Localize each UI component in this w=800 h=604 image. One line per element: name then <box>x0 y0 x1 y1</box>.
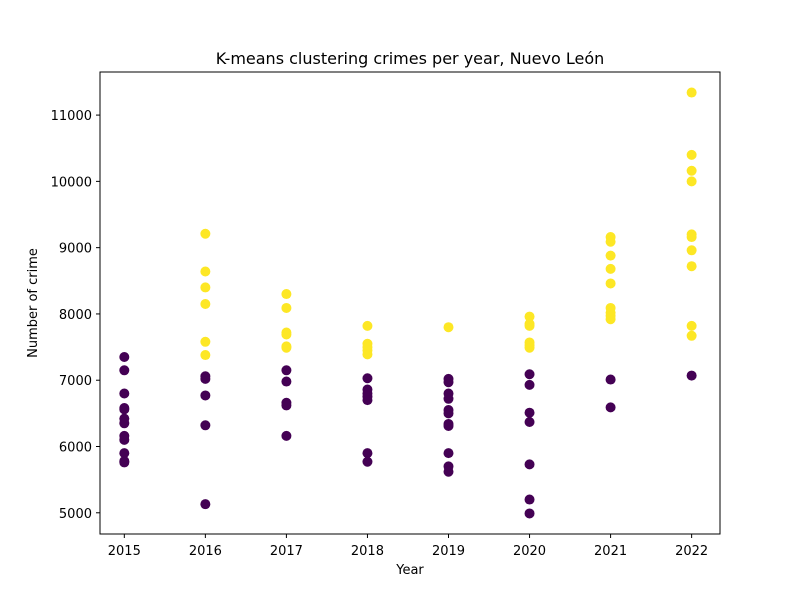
data-point-cluster-0-15 <box>200 420 211 431</box>
data-point-cluster-1-32 <box>605 314 616 325</box>
data-point-cluster-1-0 <box>200 228 211 239</box>
data-point-cluster-1-35 <box>686 165 697 176</box>
data-point-cluster-0-47 <box>605 374 616 385</box>
y-axis-label: Number of crime <box>26 248 41 358</box>
data-point-cluster-0-46 <box>524 508 535 519</box>
x-tick-label: 2016 <box>189 544 222 559</box>
x-tick-label: 2019 <box>432 544 465 559</box>
x-tick-label: 2022 <box>675 544 708 559</box>
data-point-cluster-1-39 <box>686 245 697 256</box>
y-tick-label: 9000 <box>59 242 92 257</box>
data-point-cluster-1-3 <box>200 298 211 309</box>
data-point-cluster-0-16 <box>200 499 211 510</box>
data-point-cluster-1-25 <box>605 236 616 247</box>
data-point-cluster-0-21 <box>281 430 292 441</box>
data-point-cluster-0-13 <box>200 373 211 384</box>
data-point-cluster-0-30 <box>443 377 454 388</box>
y-tick-label: 6000 <box>59 441 92 456</box>
data-point-cluster-0-44 <box>524 459 535 470</box>
data-point-cluster-0-37 <box>443 448 454 459</box>
data-point-cluster-1-42 <box>686 330 697 341</box>
data-point-cluster-0-32 <box>443 393 454 404</box>
data-point-cluster-1-5 <box>200 350 211 361</box>
x-tick-label: 2018 <box>351 544 384 559</box>
data-point-cluster-0-36 <box>443 420 454 431</box>
data-point-cluster-1-16 <box>362 349 373 360</box>
chart-title: K-means clustering crimes per year, Nuev… <box>216 49 605 68</box>
data-point-cluster-1-2 <box>200 282 211 293</box>
x-axis: 2015 2016 2017 2018 2019 2020 2021 2022 <box>108 534 708 559</box>
x-tick-label: 2021 <box>594 544 627 559</box>
x-axis-label: Year <box>395 563 424 578</box>
y-tick-label: 7000 <box>59 374 92 389</box>
data-point-cluster-0-20 <box>281 400 292 411</box>
y-tick-label: 10000 <box>51 175 92 190</box>
data-point-cluster-0-45 <box>524 494 535 505</box>
data-point-cluster-1-23 <box>524 342 535 353</box>
y-axis: 5000 6000 7000 8000 9000 10000 11000 <box>51 109 100 522</box>
data-point-cluster-0-22 <box>362 373 373 384</box>
x-tick-label: 2017 <box>270 544 303 559</box>
data-point-cluster-1-1 <box>200 266 211 277</box>
data-point-cluster-0-48 <box>605 402 616 413</box>
data-point-cluster-0-17 <box>281 365 292 376</box>
data-point-cluster-0-9 <box>119 448 130 459</box>
data-point-cluster-0-0 <box>119 352 130 363</box>
data-point-cluster-0-49 <box>686 370 697 381</box>
data-point-cluster-1-38 <box>686 232 697 243</box>
data-point-cluster-0-42 <box>524 407 535 418</box>
x-tick-label: 2015 <box>108 544 141 559</box>
data-point-cluster-0-11 <box>119 457 130 468</box>
y-tick-label: 8000 <box>59 308 92 323</box>
data-point-cluster-1-7 <box>281 302 292 313</box>
data-point-cluster-1-26 <box>605 250 616 261</box>
y-tick-label: 11000 <box>51 109 92 124</box>
data-point-cluster-1-11 <box>281 342 292 353</box>
data-point-cluster-0-27 <box>362 448 373 459</box>
data-point-cluster-0-6 <box>119 418 130 429</box>
data-point-cluster-0-2 <box>119 388 130 399</box>
data-point-cluster-1-41 <box>686 320 697 331</box>
data-point-cluster-1-17 <box>443 322 454 333</box>
data-point-cluster-1-33 <box>686 87 697 98</box>
data-point-cluster-1-34 <box>686 149 697 160</box>
data-point-cluster-1-36 <box>686 176 697 187</box>
data-point-cluster-1-20 <box>524 320 535 331</box>
data-point-cluster-0-34 <box>443 408 454 419</box>
x-tick-label: 2020 <box>513 544 546 559</box>
data-points <box>119 87 697 519</box>
data-point-cluster-0-28 <box>362 456 373 467</box>
data-point-cluster-0-14 <box>200 390 211 401</box>
data-point-cluster-0-26 <box>362 395 373 406</box>
data-point-cluster-0-4 <box>119 404 130 415</box>
data-point-cluster-0-41 <box>524 379 535 390</box>
plot-frame <box>99 71 721 535</box>
data-point-cluster-1-18 <box>524 311 535 322</box>
data-point-cluster-0-1 <box>119 365 130 376</box>
data-point-cluster-0-39 <box>443 466 454 477</box>
y-tick-label: 5000 <box>59 507 92 522</box>
data-point-cluster-1-27 <box>605 263 616 274</box>
data-point-cluster-0-40 <box>524 369 535 380</box>
data-point-cluster-1-6 <box>281 289 292 300</box>
data-point-cluster-0-18 <box>281 376 292 387</box>
data-point-cluster-1-28 <box>605 278 616 289</box>
data-point-cluster-0-8 <box>119 434 130 445</box>
data-point-cluster-0-43 <box>524 416 535 427</box>
data-point-cluster-1-9 <box>281 329 292 340</box>
data-point-cluster-1-4 <box>200 336 211 347</box>
data-point-cluster-1-40 <box>686 261 697 272</box>
data-point-cluster-1-12 <box>362 320 373 331</box>
